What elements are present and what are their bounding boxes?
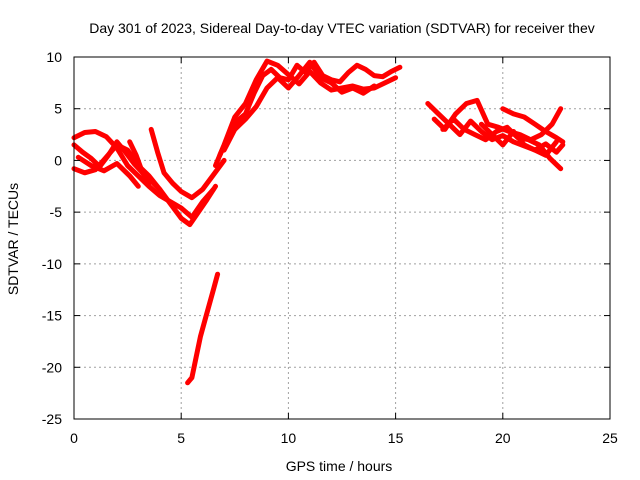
- series-arc-15: [478, 121, 559, 158]
- grid-layer: [74, 57, 610, 419]
- y-tick-label: -5: [50, 204, 63, 220]
- x-tick-label: 10: [281, 430, 297, 446]
- x-tick-label: 0: [70, 430, 78, 446]
- plot-frame: [73, 56, 611, 420]
- x-tick-label: 25: [602, 430, 618, 446]
- series-arc-5: [148, 126, 227, 201]
- y-axis-title: SDTVAR / TECUs: [5, 183, 21, 295]
- series-arc-7: [185, 271, 221, 386]
- x-tick-label: 20: [495, 430, 511, 446]
- y-tick-label: -25: [42, 411, 62, 427]
- y-tick-label: -10: [42, 256, 62, 272]
- x-tick-label: 15: [388, 430, 404, 446]
- tick-layer: 0 5 10 15 20 25 10 5 0 -5 -10 -15 -20 -25: [42, 49, 618, 446]
- series-arc-9: [217, 59, 403, 158]
- y-tick-label: -15: [42, 308, 62, 324]
- series-arc-12: [431, 97, 564, 143]
- series-layer: [71, 58, 566, 386]
- series-arc-13: [440, 116, 564, 172]
- chart-title: Day 301 of 2023, Sidereal Day-to-day VTE…: [89, 20, 595, 36]
- x-tick-label: 5: [177, 430, 185, 446]
- y-tick-label: 5: [54, 101, 62, 117]
- x-axis-title: GPS time / hours: [286, 458, 393, 474]
- y-tick-label: -20: [42, 359, 62, 375]
- y-tick-label: 0: [54, 152, 62, 168]
- series-arc-14: [500, 106, 566, 145]
- y-tick-label: 10: [46, 49, 62, 65]
- series-arc-6: [127, 139, 152, 186]
- series-arc-8: [213, 58, 399, 169]
- series-arc-10: [221, 59, 377, 153]
- series-arc-2: [71, 129, 216, 220]
- series-arc-4: [75, 154, 141, 189]
